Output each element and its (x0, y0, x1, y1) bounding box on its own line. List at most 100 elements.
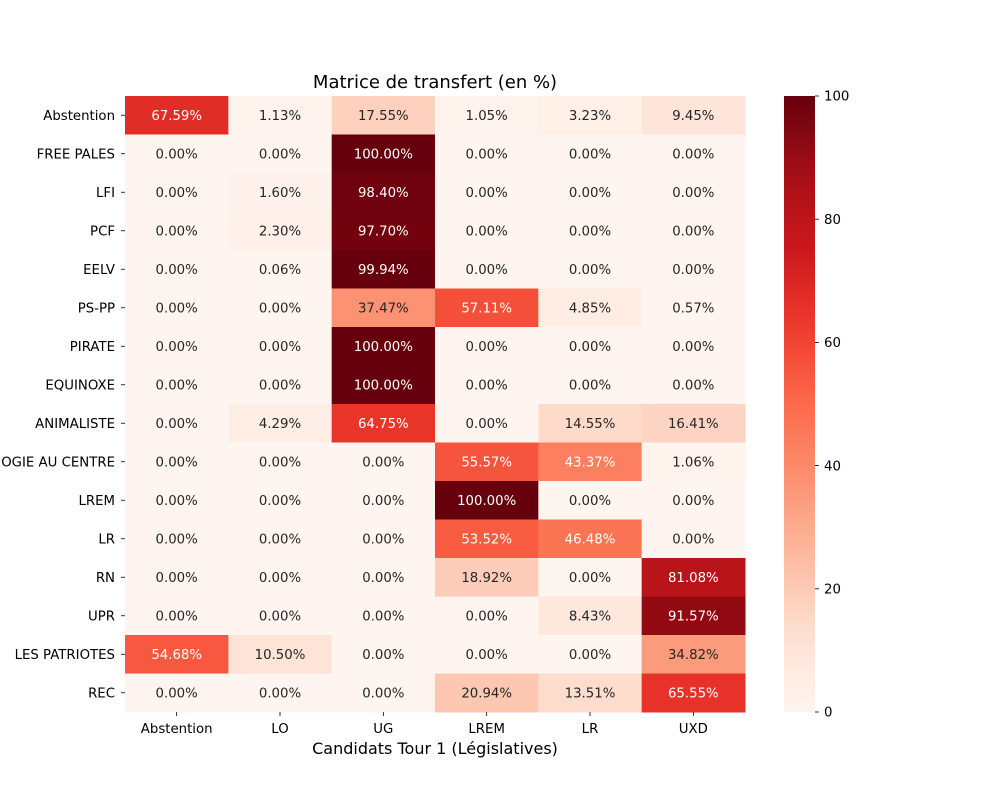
colorbar-tick-label: 60 (824, 336, 841, 351)
heatmap-cell (435, 481, 539, 520)
cell-value-label: 100.00% (354, 340, 413, 355)
cell-value-label: 0.00% (672, 494, 714, 509)
cell-value-label: 0.00% (672, 340, 714, 355)
cell-value-label: 0.00% (569, 186, 611, 201)
cell-value-label: 67.59% (151, 109, 202, 124)
heatmap-cell (435, 250, 539, 289)
heatmap-cell (435, 288, 539, 328)
cell-value-label: 20.94% (461, 686, 512, 701)
heatmap-cell (435, 558, 539, 597)
heatmap-cell (228, 558, 333, 597)
cell-value-label: 0.00% (156, 417, 198, 432)
cell-value-label: 0.00% (362, 571, 404, 586)
heatmap-cell (125, 134, 229, 174)
colorbar-tick-label: 20 (824, 583, 841, 598)
heatmap-cell (538, 442, 643, 482)
heatmap-cell (125, 173, 229, 212)
heatmap-cell (641, 404, 746, 443)
cell-value-label: 65.55% (668, 686, 719, 701)
heatmap-cell (331, 596, 436, 636)
cell-value-label: 0.00% (156, 686, 198, 701)
heatmap-cell (125, 519, 229, 559)
heatmap-cell (538, 211, 643, 251)
y-tick-label: LFI (96, 186, 115, 201)
heatmap-cells: 67.59% 1.13% 17.55% 1.05% 3.23% 9.45% 0.00% 0.0… (125, 96, 746, 713)
cell-value-label: 0.00% (259, 494, 301, 509)
colorbar-gradient (784, 96, 815, 712)
cell-value-label: 16.41% (668, 417, 719, 432)
heatmap-cell (125, 481, 229, 520)
heatmap-cell (538, 134, 643, 174)
cell-value-label: 1.06% (672, 455, 714, 470)
cell-value-label: 0.00% (569, 340, 611, 355)
heatmap-cell (228, 481, 333, 520)
cell-value-label: 0.00% (362, 494, 404, 509)
chart-title: Matrice de transfert (en %) (313, 72, 557, 93)
heatmap-cell (641, 442, 746, 482)
cell-value-label: 0.00% (259, 147, 301, 162)
heatmap-cell (538, 635, 643, 674)
cell-value-label: 0.00% (466, 340, 508, 355)
y-tick-label: ANIMALISTE (35, 417, 115, 432)
heatmap-cell (125, 250, 229, 289)
y-tick-label: EQUINOXE (45, 378, 115, 393)
cell-value-label: 1.60% (259, 186, 301, 201)
heatmap-cell (228, 404, 333, 443)
x-tick-label: Abstention (141, 722, 213, 737)
heatmap-cell (331, 96, 436, 135)
cell-value-label: 0.00% (672, 224, 714, 239)
cell-value-label: 0.00% (362, 455, 404, 470)
cell-value-label: 0.00% (466, 186, 508, 201)
heatmap-cell (641, 211, 746, 251)
heatmap-cell (538, 519, 643, 559)
y-axis: Abstention FREE PALES LFI PCF EELV PS-PP PIRAT… (1, 109, 125, 701)
cell-value-label: 8.43% (569, 609, 611, 624)
heatmap-cell (641, 673, 746, 713)
cell-value-label: 0.57% (672, 301, 714, 316)
heatmap-cell (538, 96, 643, 135)
heatmap-cell (435, 211, 539, 251)
y-tick-label: OGIE AU CENTRE (1, 455, 115, 470)
cell-value-label: 0.00% (362, 648, 404, 663)
heatmap-cell (125, 442, 229, 482)
y-tick-label: RN (96, 571, 115, 586)
cell-value-label: 37.47% (358, 301, 409, 316)
cell-value-label: 53.52% (461, 532, 512, 547)
cell-value-label: 91.57% (668, 609, 719, 624)
heatmap-cell (435, 173, 539, 212)
colorbar-tick-label: 100 (824, 90, 849, 105)
heatmap-cell (641, 288, 746, 328)
cell-value-label: 100.00% (354, 147, 413, 162)
cell-value-label: 1.13% (259, 109, 301, 124)
y-tick-label: UPR (88, 609, 115, 624)
cell-value-label: 0.00% (466, 417, 508, 432)
heatmap-cell (125, 96, 229, 135)
cell-value-label: 0.00% (672, 263, 714, 278)
heatmap-cell (435, 96, 539, 135)
cell-value-label: 14.55% (565, 417, 616, 432)
cell-value-label: 54.68% (151, 648, 202, 663)
cell-value-label: 0.00% (156, 186, 198, 201)
cell-value-label: 99.94% (358, 263, 409, 278)
cell-value-label: 0.00% (362, 609, 404, 624)
cell-value-label: 46.48% (565, 532, 616, 547)
y-tick-label: REC (88, 686, 115, 701)
heatmap-cell (435, 519, 539, 559)
cell-value-label: 0.00% (569, 147, 611, 162)
cell-value-label: 0.00% (259, 532, 301, 547)
cell-value-label: 0.00% (259, 340, 301, 355)
heatmap-cell (641, 558, 746, 597)
cell-value-label: 97.70% (358, 224, 409, 239)
cell-value-label: 0.00% (259, 571, 301, 586)
cell-value-label: 43.37% (565, 455, 616, 470)
cell-value-label: 0.00% (156, 301, 198, 316)
heatmap-cell (125, 211, 229, 251)
cell-value-label: 0.00% (672, 532, 714, 547)
cell-value-label: 0.00% (156, 147, 198, 162)
cell-value-label: 0.00% (362, 532, 404, 547)
cell-value-label: 55.57% (461, 455, 512, 470)
heatmap-cell (331, 134, 436, 174)
heatmap-cell (435, 404, 539, 443)
heatmap-cell (228, 519, 333, 559)
cell-value-label: 0.00% (466, 378, 508, 393)
